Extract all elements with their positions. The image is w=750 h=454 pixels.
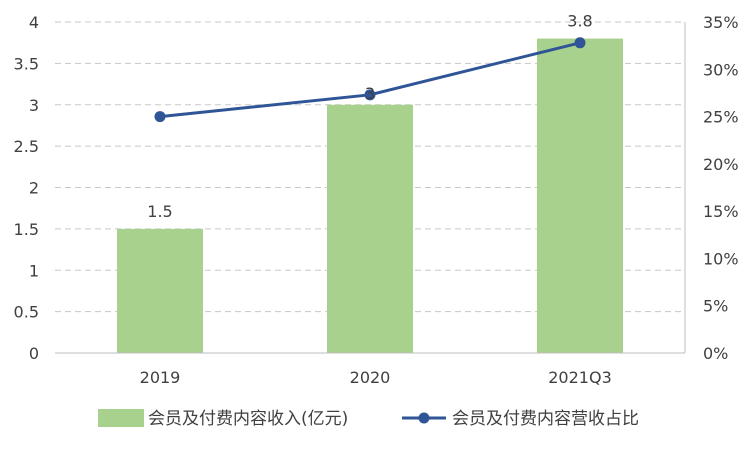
legend-line-label: 会员及付费内容营收占比: [452, 409, 639, 429]
bar-data-label: 1.5: [147, 202, 172, 221]
y-left-tick-label: 1.5: [14, 220, 39, 239]
y-right-tick-label: 20%: [703, 155, 739, 174]
y-right-tick-label: 10%: [703, 249, 739, 268]
y-left-tick-label: 3: [29, 96, 39, 115]
bar-data-label: 3.8: [567, 12, 592, 31]
legend-bar-label: 会员及付费内容收入(亿元): [148, 409, 348, 429]
y-right-tick-label: 5%: [703, 297, 728, 316]
y-left-tick-label: 0.5: [14, 303, 39, 322]
y-left-tick-label: 1: [29, 261, 39, 280]
y-right-tick-label: 0%: [703, 344, 728, 363]
share-point-2021Q3: [574, 37, 586, 49]
axes: 0 0.5 1 1.5 2 2.5 3 3.5 4 0% 5% 10% 15% 20% 25% 30% 35% 2…: [14, 13, 739, 387]
x-tick-label: 2019: [140, 368, 181, 387]
x-tick-label: 2021Q3: [548, 368, 612, 387]
bar-2020: [327, 104, 413, 353]
legend-bar-swatch: [98, 409, 144, 427]
legend-line-marker: [418, 412, 430, 424]
line-series: [154, 37, 586, 123]
bar-data-label: 3: [365, 84, 375, 103]
x-tick-label: 2020: [350, 368, 391, 387]
y-right-tick-label: 15%: [703, 202, 739, 221]
y-left-tick-label: 0: [29, 344, 39, 363]
bar-series: [117, 38, 623, 354]
bar-2021Q3: [537, 38, 623, 354]
legend: 会员及付费内容收入(亿元) 会员及付费内容营收占比: [98, 409, 639, 429]
y-left-tick-label: 4: [29, 13, 39, 32]
y-left-tick-label: 2: [29, 179, 39, 198]
data-labels: 1.5 3 3.8: [147, 12, 592, 221]
y-left-tick-label: 3.5: [14, 54, 39, 73]
share-point-2019: [154, 111, 166, 123]
y-right-tick-label: 35%: [703, 13, 739, 32]
y-right-tick-label: 30%: [703, 60, 739, 79]
bar-2019: [117, 228, 203, 353]
share-point-2020: [364, 89, 376, 101]
y-right-tick-label: 25%: [703, 108, 739, 127]
y-left-tick-label: 2.5: [14, 137, 39, 156]
